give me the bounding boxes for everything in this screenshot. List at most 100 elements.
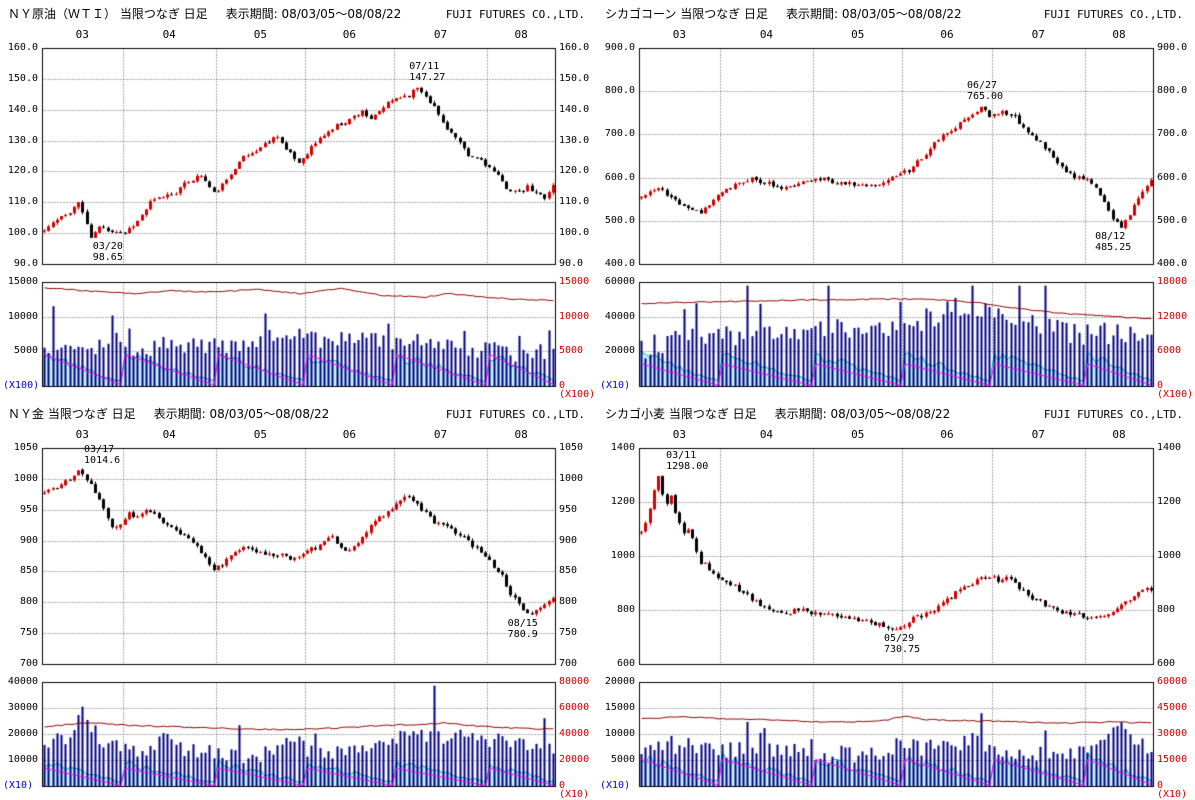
price-axis-label-right: 700: [559, 658, 578, 669]
volume-axis-label-right: 40000: [559, 728, 590, 739]
month-label: 04: [759, 28, 774, 41]
volume-axis-label-left: 10000: [7, 754, 38, 765]
volume-axis-label-right: 15000: [559, 276, 590, 287]
price-axis-label-right: 950: [559, 503, 578, 515]
axis-unit-label-left: (X100): [3, 380, 40, 391]
volume-axis-label-right: 0: [559, 780, 566, 791]
price-axis-label-left: 600.0: [604, 171, 635, 183]
month-label: 07: [1031, 28, 1045, 41]
volume-axis-label-right: 60000: [559, 702, 590, 713]
low-annotation: 05/29 730.75: [884, 632, 921, 655]
price-axis-label-right: 100.0: [559, 227, 590, 239]
price-axis-label-right: 700.0: [1157, 128, 1188, 140]
axis-unit-label-left: (X10): [600, 780, 631, 791]
month-label: 05: [851, 28, 865, 41]
chart-period: 表示期間: 08/03/05～08/08/22: [153, 407, 330, 421]
month-label: 06: [342, 28, 356, 41]
price-axis-label-left: 850: [19, 565, 38, 577]
panel-header: シカゴ小麦 当限つなぎ 日足 表示期間: 08/03/05～08/08/22 F…: [605, 405, 1183, 422]
wti-chart-canvas: [0, 0, 597, 400]
high-annotation: 03/11 1298.00: [666, 449, 709, 472]
price-axis-label-right: 130.0: [559, 134, 590, 146]
chart-overlay: 1050 1050 1000 1000 950 950 900 900 850 850 800 800…: [0, 400, 597, 800]
price-axis-label-left: 150.0: [7, 72, 38, 84]
price-axis-label-left: 1400: [610, 442, 635, 453]
price-axis-label-right: 1000: [1157, 550, 1182, 561]
month-label: 08: [514, 428, 528, 441]
price-axis-label-right: 600.0: [1157, 171, 1188, 183]
volume-axis-label-right: 20000: [559, 754, 590, 765]
volume-axis-label-right: 18000: [1157, 276, 1188, 287]
month-label: 06: [342, 428, 356, 441]
volume-axis-label-right: 10000: [559, 310, 590, 322]
price-axis-label-left: 700: [19, 658, 38, 669]
volume-axis-label-right: 80000: [559, 676, 590, 687]
price-axis-label-left: 90.0: [13, 258, 38, 269]
price-axis-label-right: 140.0: [559, 103, 590, 115]
volume-axis-label-left: 40000: [7, 676, 38, 687]
volume-axis-label-left: 20000: [7, 728, 38, 739]
corn-chart-canvas: [597, 0, 1195, 400]
chart-period: 表示期間: 08/03/05～08/08/22: [774, 407, 951, 421]
axis-unit-label-left: (X10): [600, 380, 631, 391]
axis-unit-label-right: (X100): [1157, 389, 1194, 400]
price-axis-label-left: 160.0: [7, 42, 38, 53]
panel-header: ＮＹ原油（ＷＴＩ） 当限つなぎ 日足 表示期間: 08/03/05～08/08/…: [8, 5, 585, 22]
month-label: 06: [940, 428, 954, 441]
axis-unit-label-right: (X10): [1157, 789, 1188, 800]
price-axis-label-right: 600: [1157, 658, 1176, 669]
wheat-chart-canvas: [597, 400, 1195, 800]
volume-axis-label-left: 5000: [13, 345, 38, 357]
price-axis-label-left: 100.0: [7, 227, 38, 239]
volume-axis-label-left: 60000: [604, 276, 635, 287]
month-label: 05: [253, 428, 267, 441]
price-axis-label-right: 90.0: [559, 258, 584, 269]
price-axis-label-left: 600: [616, 658, 635, 669]
volume-axis-label-left: 5000: [610, 754, 635, 765]
panel-header: ＮＹ金 当限つなぎ 日足 表示期間: 08/03/05～08/08/22 FUJ…: [8, 405, 585, 422]
chart-overlay: 900.0 900.0 800.0 800.0 700.0 700.0 600.0 600.0…: [597, 0, 1195, 400]
price-axis-label-right: 1200: [1157, 496, 1182, 507]
panel-header: シカゴコーン 当限つなぎ 日足 表示期間: 08/03/05～08/08/22 …: [605, 5, 1183, 22]
chart-title: ＮＹ原油（ＷＴＩ） 当限つなぎ 日足: [8, 7, 208, 21]
price-axis-label-right: 160.0: [559, 42, 590, 53]
price-axis-label-left: 800.0: [604, 85, 635, 97]
month-label: 08: [1112, 428, 1126, 441]
price-axis-label-right: 850: [559, 565, 578, 577]
price-axis-label-right: 800.0: [1157, 85, 1188, 97]
price-axis-label-left: 900.0: [604, 42, 635, 53]
price-axis-label-left: 1000: [13, 472, 38, 484]
price-axis-label-left: 140.0: [7, 103, 38, 115]
price-axis-label-left: 1200: [610, 496, 635, 507]
volume-axis-label-left: 10000: [7, 310, 38, 322]
price-axis-label-left: 400.0: [604, 258, 635, 269]
price-axis-label-left: 750: [19, 627, 38, 639]
price-axis-label-right: 800: [1157, 604, 1176, 615]
volume-axis-label-left: 30000: [7, 702, 38, 713]
month-label: 03: [672, 28, 686, 41]
high-annotation: 03/17 1014.6: [84, 443, 121, 466]
company-name: FUJI FUTURES CO.,LTD.: [1043, 8, 1183, 21]
price-axis-label-right: 900: [559, 534, 578, 546]
chart-period: 表示期間: 08/03/05～08/08/22: [786, 7, 962, 21]
month-label: 08: [1112, 28, 1126, 41]
volume-axis-label-left: 20000: [604, 676, 635, 687]
gold-chart-canvas: [0, 400, 597, 800]
high-annotation: 07/11 147.27: [409, 61, 446, 84]
axis-unit-label-left: (X10): [3, 780, 34, 791]
volume-axis-label-right: 0: [1157, 780, 1164, 791]
chart-title: シカゴコーン 当限つなぎ 日足: [605, 7, 769, 21]
panel-chicago-wheat: シカゴ小麦 当限つなぎ 日足 表示期間: 08/03/05～08/08/22 F…: [597, 400, 1195, 800]
price-axis-label-left: 500.0: [604, 214, 635, 226]
month-label: 07: [433, 428, 448, 441]
volume-axis-label-right: 5000: [559, 345, 584, 357]
price-axis-label-right: 120.0: [559, 165, 590, 177]
month-label: 07: [433, 28, 448, 41]
chart-period: 表示期間: 08/03/05～08/08/22: [225, 7, 402, 21]
chart-title: シカゴ小麦 当限つなぎ 日足: [605, 407, 757, 421]
month-label: 04: [759, 428, 774, 441]
price-axis-label-left: 130.0: [7, 134, 38, 146]
volume-axis-label-right: 0: [559, 380, 566, 391]
high-annotation: 06/27 765.00: [966, 80, 1004, 103]
